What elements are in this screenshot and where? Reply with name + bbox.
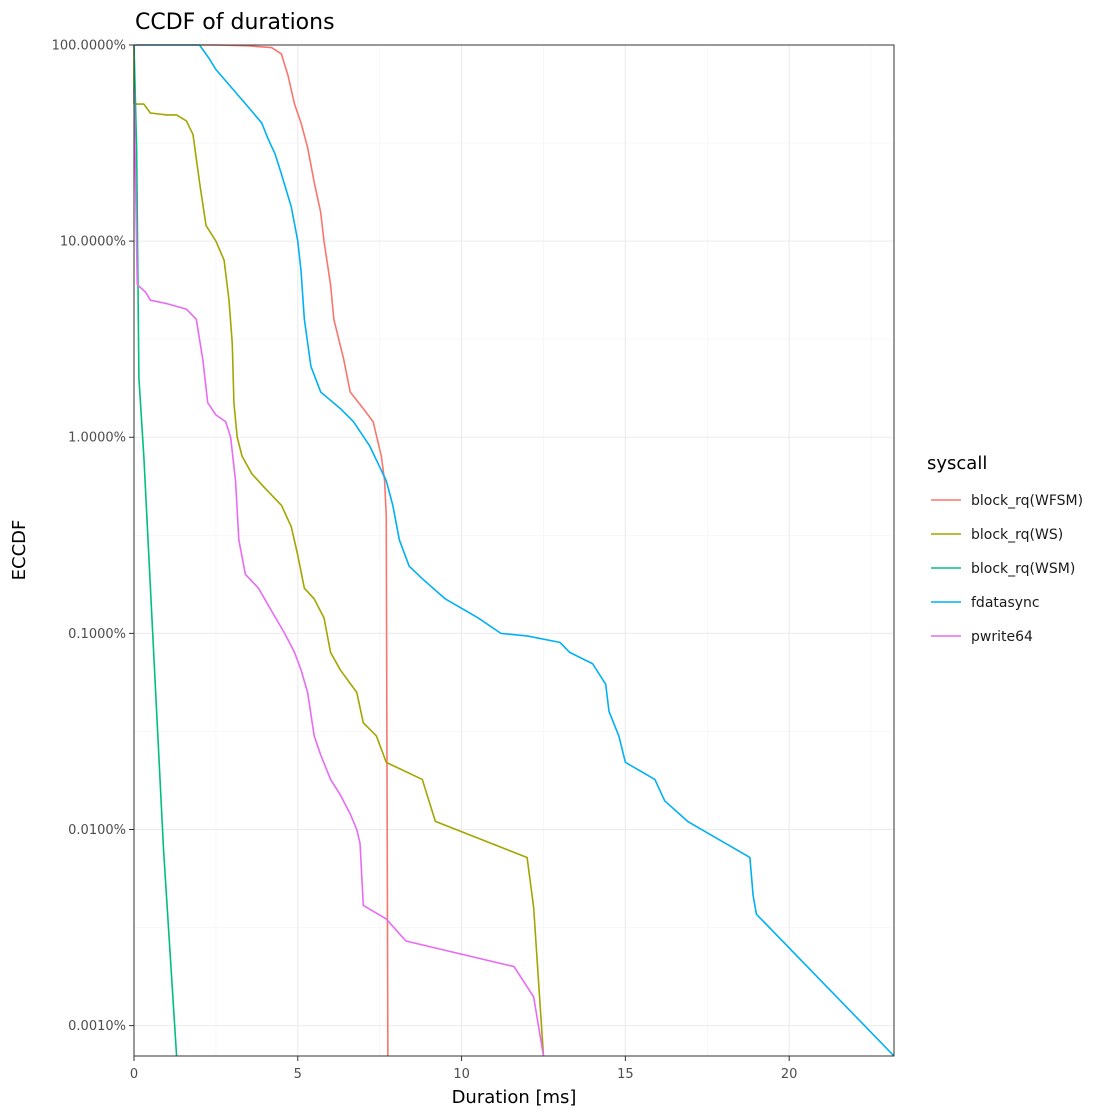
x-axis: 0 5 10 15 20 bbox=[130, 1056, 798, 1082]
legend-label-fdatasync: fdatasync bbox=[971, 595, 1040, 611]
x-tick-label: 15 bbox=[617, 1067, 634, 1082]
legend-label-block-rq-wfsm: block_rq(WFSM) bbox=[971, 493, 1083, 509]
y-tick-label: 10.0000% bbox=[60, 235, 126, 250]
series-line-block-rq-ws bbox=[133, 45, 545, 1057]
series-line-block-rq-wsm bbox=[133, 44, 178, 1057]
x-axis-title: Duration [ms] bbox=[452, 1087, 577, 1108]
x-tick-label: 5 bbox=[294, 1067, 302, 1082]
y-axis-title: ECCDF bbox=[9, 520, 30, 581]
grid bbox=[133, 44, 894, 1056]
x-tick-label: 0 bbox=[130, 1067, 138, 1082]
x-tick-label: 10 bbox=[453, 1067, 470, 1082]
legend-title: syscall bbox=[927, 453, 987, 474]
legend-label-block-rq-wsm: block_rq(WSM) bbox=[971, 561, 1075, 577]
legend-label-block-rq-ws: block_rq(WS) bbox=[971, 527, 1063, 543]
y-tick-label: 0.1000% bbox=[68, 627, 126, 642]
legend: syscall block_rq(WFSM) block_rq(WS) block_… bbox=[927, 453, 1083, 645]
y-tick-label: 0.0010% bbox=[68, 1019, 126, 1034]
y-tick-label: 0.0100% bbox=[68, 823, 126, 838]
series-layer bbox=[133, 44, 895, 1057]
series-line-block-rq-wfsm bbox=[134, 44, 389, 1057]
legend-label-pwrite64: pwrite64 bbox=[971, 629, 1033, 645]
y-tick-label: 100.0000% bbox=[52, 39, 126, 54]
plot-panel bbox=[133, 44, 895, 1057]
y-tick-label: 1.0000% bbox=[68, 431, 126, 446]
series-line-fdatasync bbox=[134, 44, 895, 1057]
x-tick-label: 20 bbox=[781, 1067, 798, 1082]
series-line-pwrite64 bbox=[133, 88, 545, 1057]
chart-title: CCDF of durations bbox=[135, 10, 335, 35]
y-axis: 0.0010% 0.0100% 0.1000% 1.0000% 10.0000% 100.… bbox=[52, 39, 134, 1034]
